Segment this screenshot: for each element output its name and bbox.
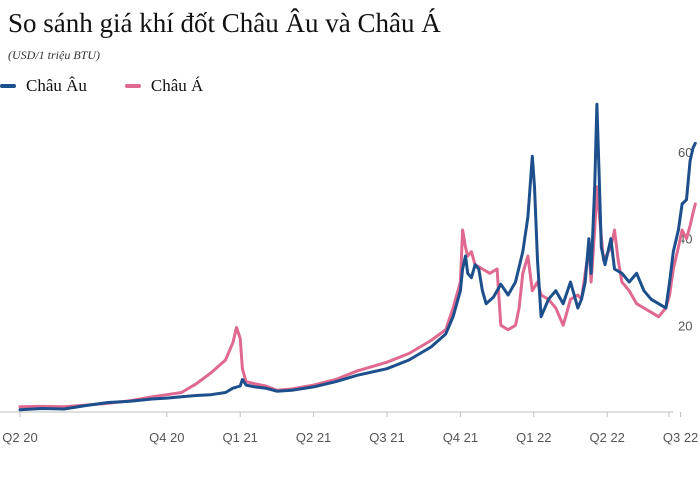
series-layer — [18, 102, 697, 412]
x-tick-label: Q2 20 — [2, 430, 37, 445]
legend-item-asia: Châu Á — [124, 76, 204, 96]
x-tick-label: Q3 22 — [663, 430, 698, 445]
x-tick-label: Q1 22 — [516, 430, 551, 445]
legend-swatch-asia — [124, 84, 141, 88]
y-tick-label: 60 — [678, 145, 692, 160]
legend-item-europe: Châu Âu — [0, 76, 87, 96]
y-tick-label: 20 — [678, 318, 692, 333]
series-line-europe — [18, 102, 697, 412]
legend-swatch-europe — [0, 84, 16, 88]
legend-label-europe: Châu Âu — [26, 76, 87, 95]
x-tick-label: Q2 22 — [589, 430, 624, 445]
x-tick-label: Q4 21 — [443, 430, 478, 445]
axis-layer: Q2 20 Q4 20 Q1 21 Q2 21 Q3 21 Q4 21 Q1 22 Q2 22… — [0, 145, 698, 445]
series-line-asia — [18, 185, 697, 409]
legend-label-asia: Châu Á — [150, 76, 204, 95]
x-tick-label: Q1 21 — [222, 430, 257, 445]
x-tick-label: Q3 21 — [369, 430, 404, 445]
x-tick-label: Q4 20 — [149, 430, 184, 445]
chart-subtitle: (USD/1 triệu BTU) — [8, 48, 100, 62]
x-tick-label: Q2 21 — [296, 430, 331, 445]
chart-title: So sánh giá khí đốt Châu Âu và Châu Á — [8, 8, 441, 38]
chart-legend: Châu Âu Châu Á — [0, 76, 241, 96]
